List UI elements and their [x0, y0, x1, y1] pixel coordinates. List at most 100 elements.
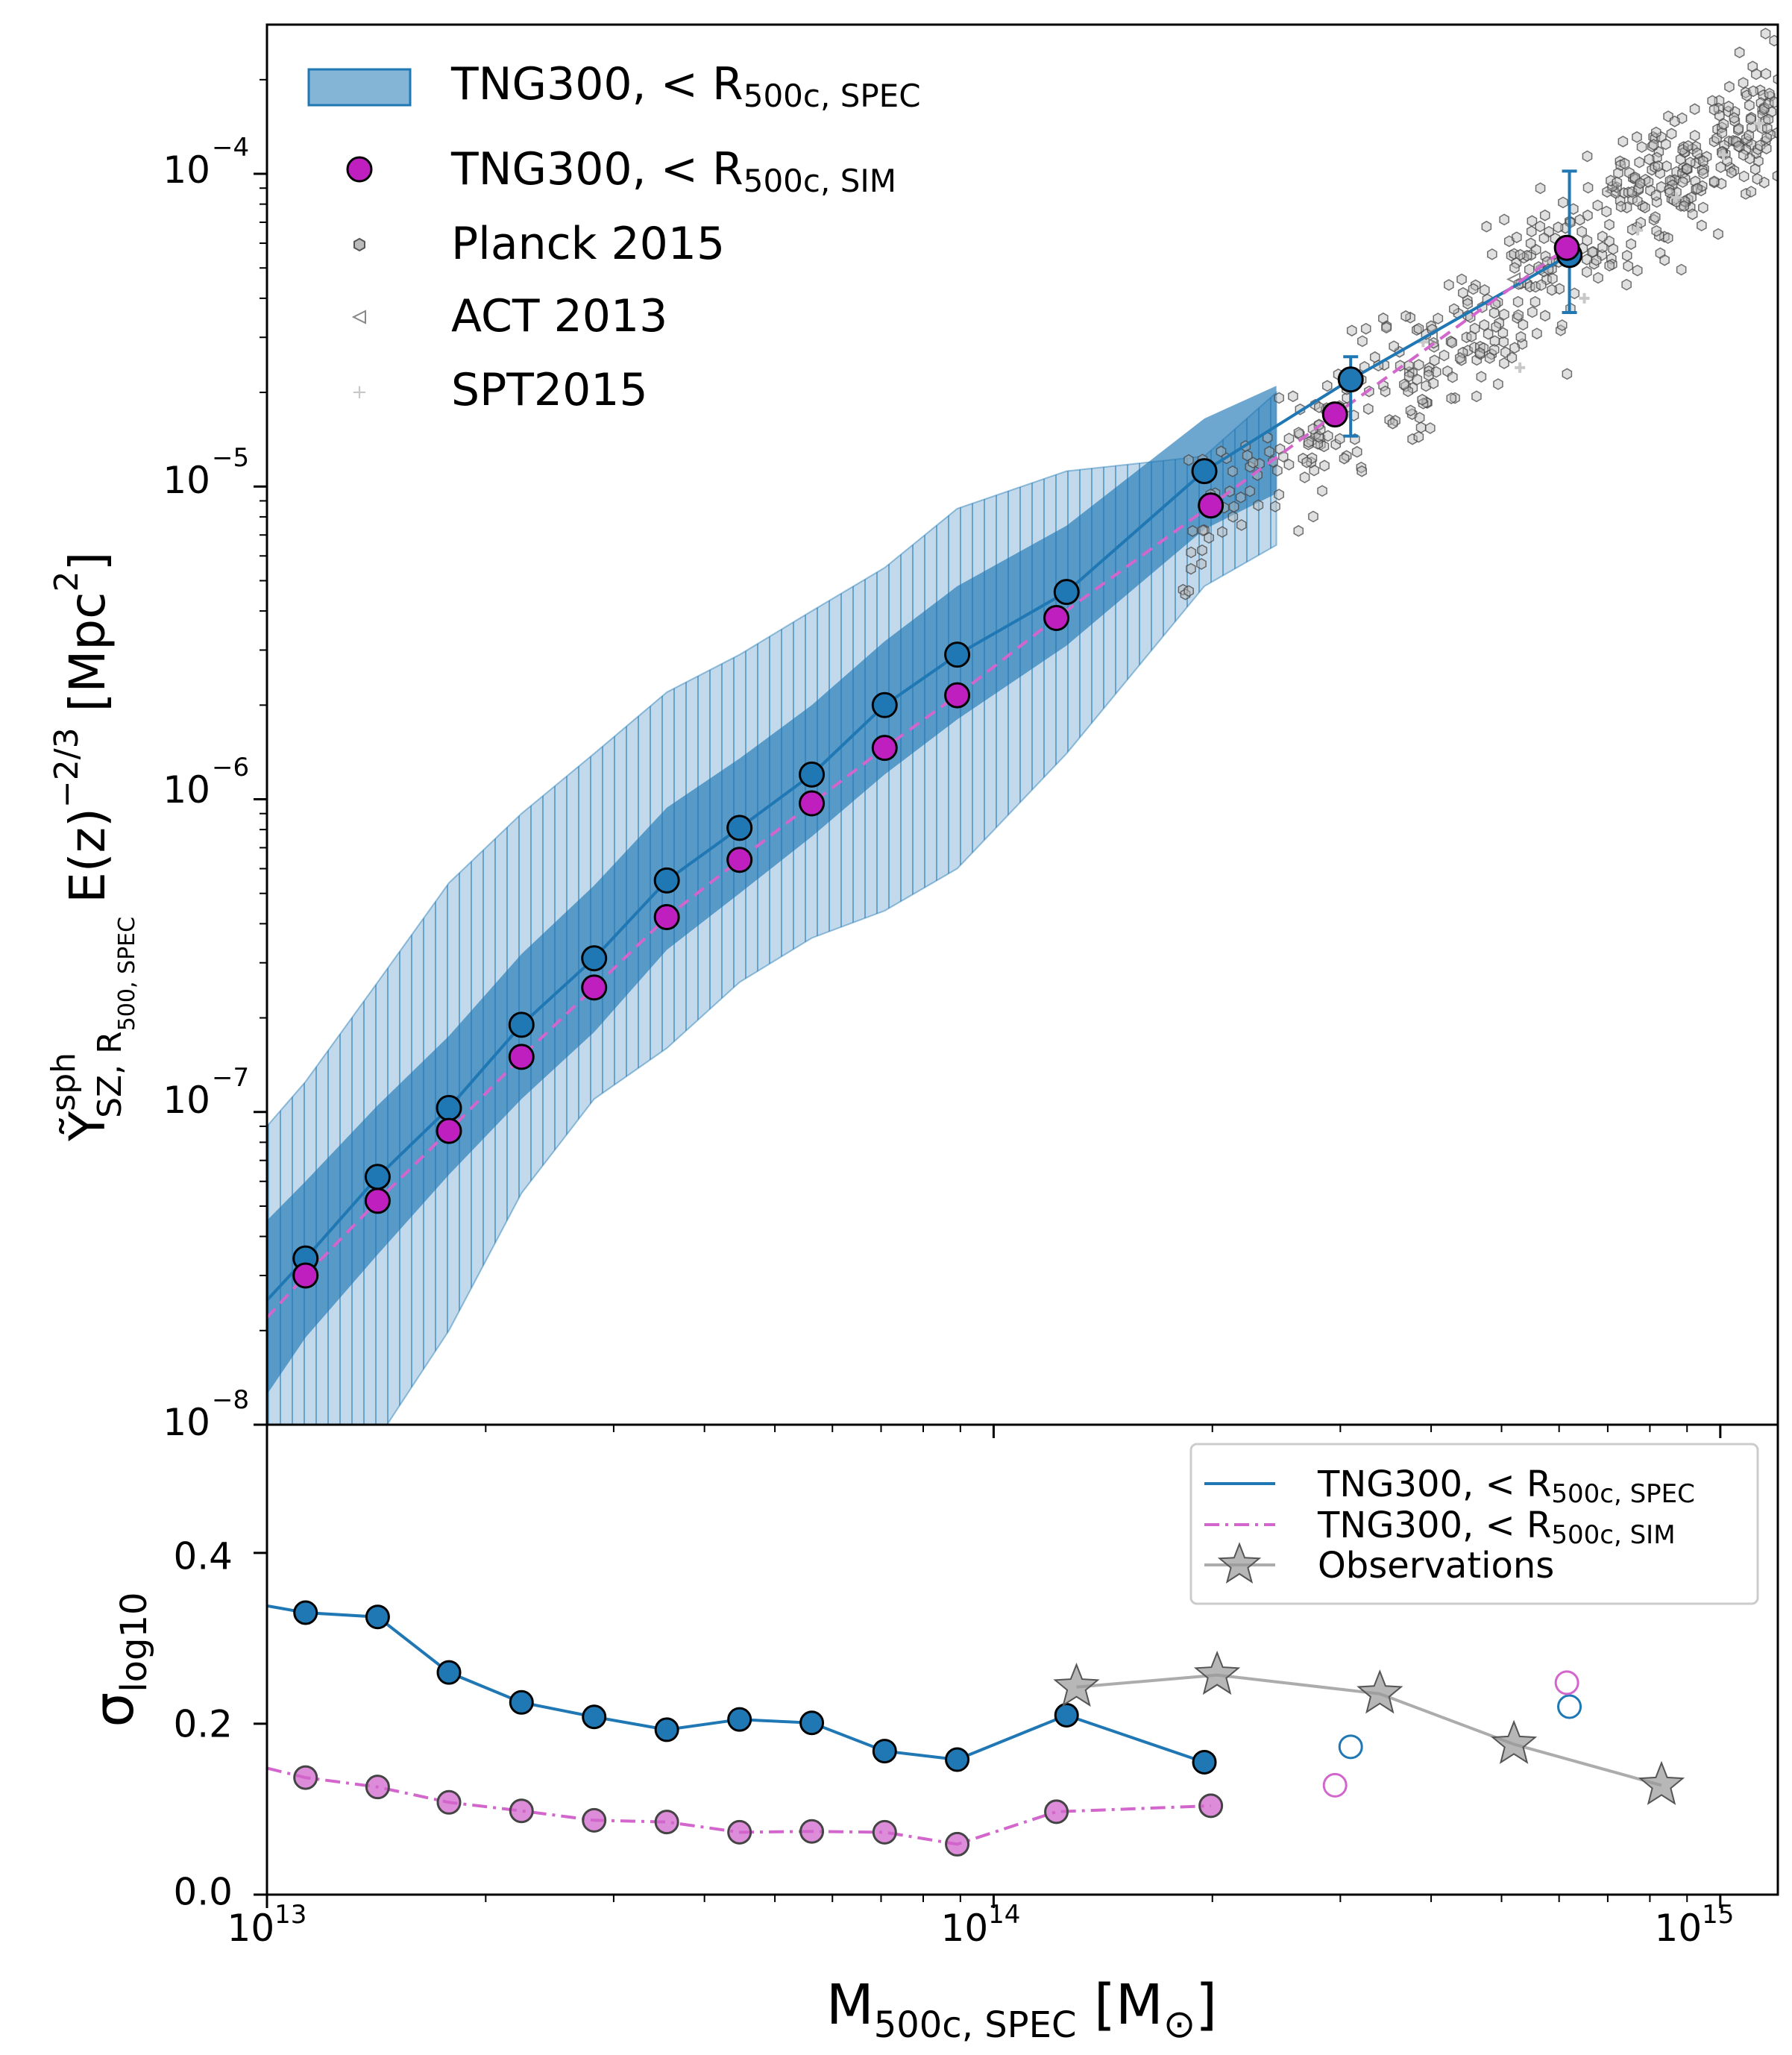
spec-point — [364, 1164, 391, 1190]
svg-text:ACT 2013: ACT 2013 — [451, 290, 667, 342]
spec-scatter-point — [365, 1604, 390, 1630]
planck-point — [1744, 99, 1755, 112]
planck-point — [1245, 460, 1256, 473]
planck-point — [1763, 98, 1774, 110]
planck-point — [1509, 262, 1520, 274]
planck-point — [1421, 380, 1432, 392]
sim-point — [1043, 604, 1070, 631]
planck-point — [1530, 280, 1541, 293]
spec-scatter-point — [582, 1704, 607, 1730]
planck-point — [1761, 131, 1772, 144]
planck-point — [1612, 176, 1623, 189]
spec-scatter-point — [654, 1717, 679, 1742]
planck-point — [1715, 161, 1726, 173]
sim-median-line — [267, 246, 1568, 1319]
legend-item-spec-line: TNG300, < R500c, SPEC — [1204, 1463, 1695, 1509]
planck-point — [1619, 157, 1630, 170]
svg-text:−4: −4 — [212, 133, 249, 163]
spec-point — [581, 945, 608, 972]
planck-point — [1726, 166, 1737, 179]
sim-scatter-point — [1198, 1793, 1224, 1819]
observation-star — [1053, 1662, 1100, 1707]
planck-point — [1242, 449, 1253, 462]
planck-point — [1650, 211, 1661, 223]
planck-point — [1621, 249, 1632, 262]
planck-point — [1635, 177, 1646, 189]
planck-point — [1339, 452, 1350, 465]
planck-point — [1664, 186, 1676, 199]
planck-point — [1697, 219, 1707, 232]
planck-point — [1413, 359, 1424, 371]
sim-point — [1553, 234, 1580, 261]
planck-point — [1644, 153, 1655, 166]
planck-point — [1414, 412, 1425, 424]
svg-text:σlog10: σlog10 — [82, 1592, 155, 1727]
spec-median-points — [292, 242, 1583, 1272]
planck-point — [1535, 182, 1546, 195]
bottom-ytick-label-1: 0.2 — [173, 1703, 233, 1746]
planck-point — [1664, 183, 1675, 196]
planck-point — [1512, 231, 1522, 244]
bottom-y-ticks — [254, 1552, 267, 1896]
planck-point — [1518, 319, 1529, 331]
planck-point — [1530, 295, 1541, 308]
planck-point — [1186, 546, 1197, 559]
planck-point — [1729, 112, 1740, 124]
planck-point — [1708, 175, 1720, 188]
legend-item-sim-marker: TNG300, < R500c, SIM — [346, 143, 896, 199]
planck-point — [1439, 349, 1450, 362]
sim-point — [508, 1044, 535, 1070]
planck-point — [1761, 68, 1771, 80]
planck-point — [1346, 324, 1357, 337]
planck-point — [1576, 225, 1587, 238]
planck-point — [1676, 263, 1687, 276]
planck-point — [1493, 378, 1503, 390]
planck-point — [1761, 122, 1773, 134]
planck-point — [1503, 235, 1515, 248]
planck-point — [1717, 127, 1728, 139]
planck-point — [1308, 510, 1318, 523]
planck-point — [1741, 87, 1751, 98]
planck-point — [1334, 433, 1345, 445]
planck-point — [1447, 371, 1458, 383]
planck-point — [1293, 524, 1304, 537]
planck-point — [1491, 321, 1501, 333]
planck-point — [1597, 230, 1608, 242]
observation-star — [1193, 1650, 1241, 1695]
legend-item-spt: + SPT2015 — [351, 364, 648, 416]
planck-point — [1634, 156, 1645, 169]
sim-median-points — [292, 234, 1580, 1289]
planck-point — [1601, 205, 1612, 218]
spec-scatter-point — [727, 1707, 752, 1732]
svg-text:M500c, SPEC [M⊙]: M500c, SPEC [M⊙] — [826, 1973, 1217, 2047]
planck-point — [1687, 208, 1698, 221]
planck-point — [1547, 272, 1558, 285]
sim-open-point — [1554, 1670, 1579, 1695]
planck-point — [1466, 330, 1477, 342]
svg-text:1014: 1014 — [941, 1900, 1021, 1950]
planck-point — [1677, 176, 1688, 188]
planck-point — [1651, 225, 1662, 237]
spec-point — [1337, 366, 1364, 393]
planck-point — [1764, 87, 1775, 100]
planck-point — [1378, 312, 1389, 324]
planck-point — [1697, 164, 1708, 177]
legend-item-act: ACT 2013 — [351, 290, 667, 342]
planck-point — [1582, 181, 1594, 194]
spec-scatter-point — [293, 1600, 318, 1625]
planck-point — [1769, 34, 1778, 47]
planck-point — [1183, 454, 1194, 466]
planck-point — [1235, 491, 1246, 503]
planck-point — [1682, 139, 1694, 152]
svg-text:−8: −8 — [212, 1385, 249, 1415]
planck-point — [1380, 385, 1391, 398]
planck-point — [1499, 308, 1509, 321]
spt-point — [1632, 225, 1644, 236]
planck-point — [1692, 147, 1703, 160]
sim-scatter-point — [436, 1789, 462, 1815]
sim-point — [436, 1117, 462, 1144]
svg-text:Planck 2015: Planck 2015 — [451, 218, 725, 270]
planck-point — [1318, 440, 1330, 453]
bottom-x-ticks — [265, 1895, 1722, 1908]
